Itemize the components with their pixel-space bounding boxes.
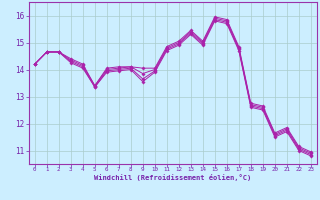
X-axis label: Windchill (Refroidissement éolien,°C): Windchill (Refroidissement éolien,°C)	[94, 174, 252, 181]
